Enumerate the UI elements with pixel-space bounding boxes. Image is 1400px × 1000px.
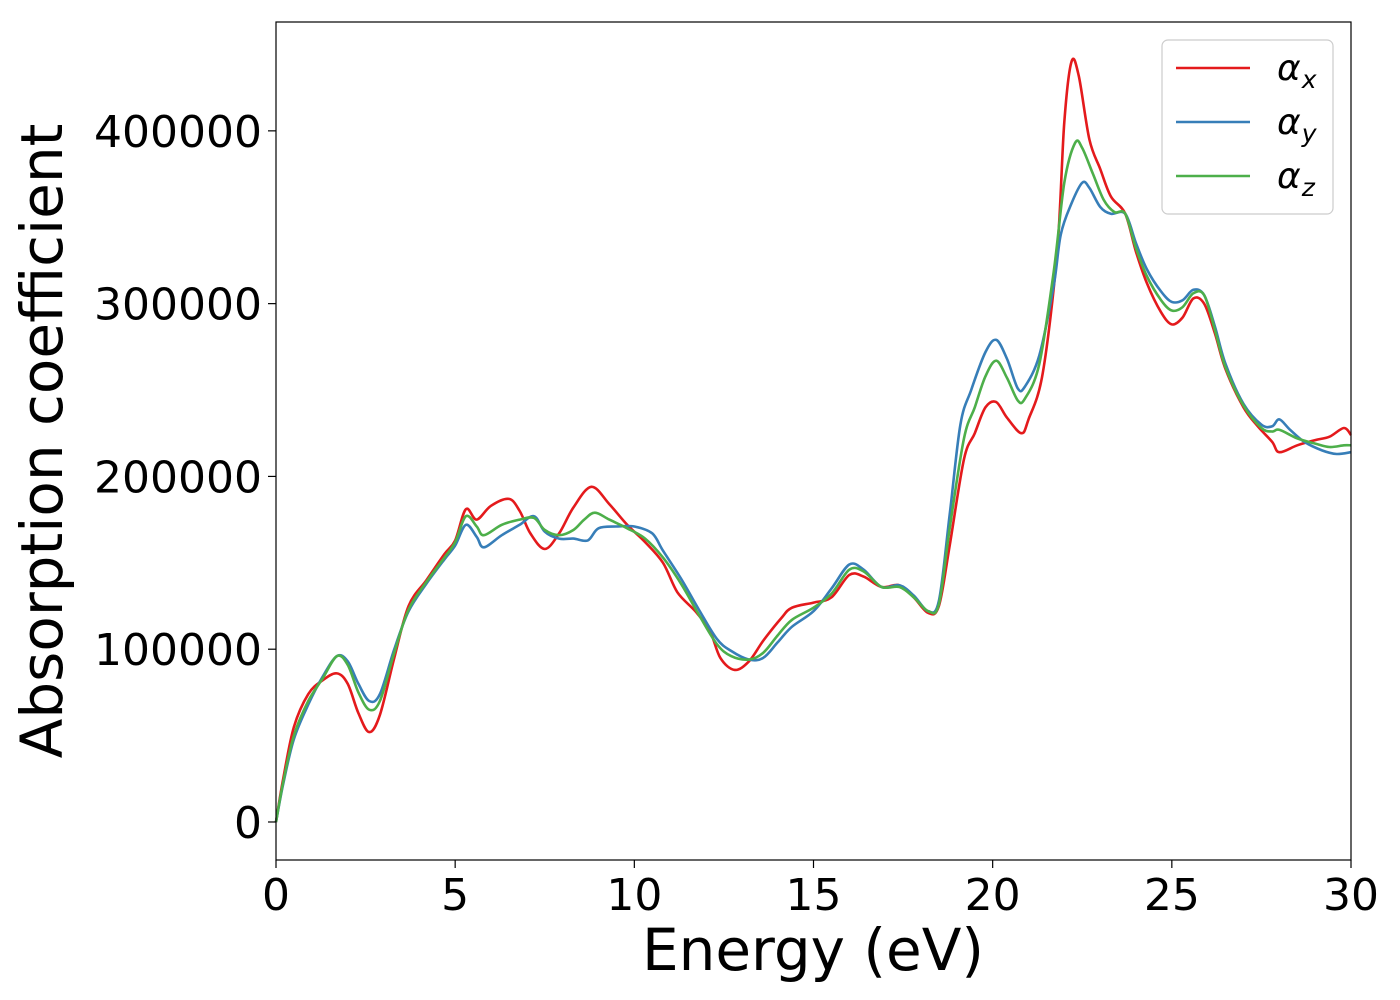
series-layer	[274, 57, 1353, 823]
x-tick-label: 30	[1323, 870, 1379, 921]
x-tick-label: 20	[965, 870, 1021, 921]
y-tick-label: 400000	[94, 107, 262, 158]
legend-label-alpha-x: αx	[1277, 48, 1317, 94]
series-line-alpha-y	[274, 180, 1352, 823]
legend-box	[1161, 39, 1334, 215]
series-line-alpha-z	[274, 139, 1352, 823]
y-axis-ticks: 0 100000 200000 300000 400000	[94, 107, 276, 849]
x-tick-label: 5	[441, 870, 469, 921]
x-tick-label: 15	[786, 870, 842, 921]
y-tick-label: 200000	[94, 452, 262, 503]
legend: αx αy αz	[1161, 39, 1334, 215]
x-tick-label: 10	[606, 870, 662, 921]
y-tick-label: 100000	[94, 625, 262, 676]
legend-label-alpha-y: αy	[1277, 102, 1318, 148]
x-axis-ticks: 0 5 10 15 20 25 30	[262, 860, 1379, 921]
y-tick-label: 300000	[94, 280, 262, 331]
x-axis-title: Energy (eV)	[642, 916, 984, 984]
y-axis-title: Absorption coefficient	[8, 124, 76, 759]
x-tick-label: 25	[1144, 870, 1200, 921]
legend-label-alpha-z: αz	[1277, 156, 1316, 202]
x-tick-label: 0	[262, 870, 290, 921]
y-tick-label: 0	[234, 798, 262, 849]
